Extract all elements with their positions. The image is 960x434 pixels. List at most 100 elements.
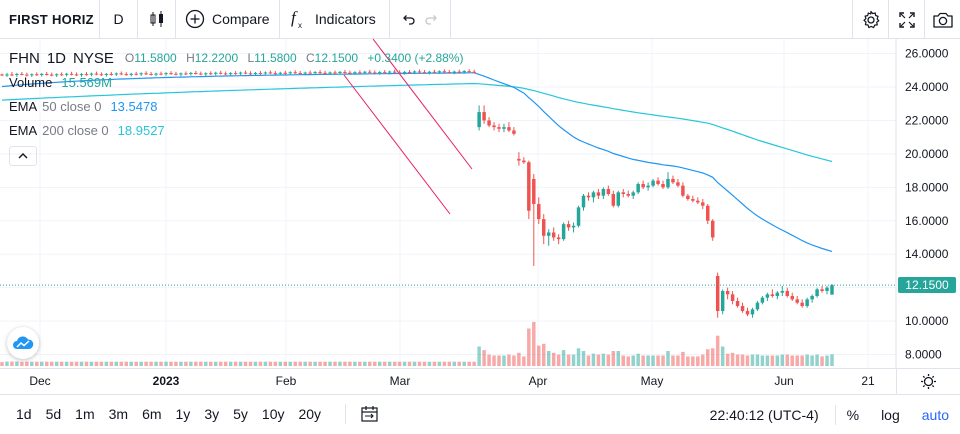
range-1y[interactable]: 1y xyxy=(175,406,191,422)
volume-bar xyxy=(159,361,163,366)
price-axis[interactable]: 26.0000 24.0000 22.0000 20.0000 18.0000 16.00… xyxy=(905,47,949,362)
volume-bar xyxy=(601,353,606,366)
candle xyxy=(775,290,780,300)
range-20y[interactable]: 20y xyxy=(298,406,322,422)
candle xyxy=(149,71,153,76)
fullscreen-button[interactable] xyxy=(888,0,924,39)
volume-bar xyxy=(611,351,616,366)
legend-collapse-button[interactable] xyxy=(9,146,37,166)
range-10y[interactable]: 10y xyxy=(261,406,285,422)
range-1d[interactable]: 1d xyxy=(16,406,32,422)
volume-bar xyxy=(79,361,84,366)
time-label-year: 2023 xyxy=(152,374,180,388)
undo-icon[interactable] xyxy=(400,11,416,27)
range-3m[interactable]: 3m xyxy=(108,406,129,422)
legend-symbol[interactable]: FHN xyxy=(9,49,40,67)
chart-legend: FHN 1D NYSE O11.5800 H12.2200 L11.5800 C… xyxy=(9,46,469,166)
legend-ema200-row[interactable]: EMA 200 close 0 18.9527 xyxy=(9,118,469,142)
volume-bar xyxy=(89,361,94,366)
volume-bar xyxy=(0,362,4,366)
volume-bar xyxy=(532,322,536,366)
candle xyxy=(512,127,516,136)
candle xyxy=(303,71,307,76)
volume-label: Volume xyxy=(9,74,53,90)
candle xyxy=(179,72,183,77)
candle xyxy=(298,70,302,75)
volume-bar xyxy=(681,351,685,366)
candle xyxy=(815,287,819,298)
clock-timezone[interactable]: 22:40:12 (UTC-4) xyxy=(709,406,819,423)
legend-main-row: FHN 1D NYSE O11.5800 H12.2200 L11.5800 C… xyxy=(9,46,469,70)
range-5y[interactable]: 5y xyxy=(233,406,248,422)
volume-bar xyxy=(457,361,461,366)
candle xyxy=(10,71,14,77)
volume-bar xyxy=(487,354,491,366)
axis-settings-icon[interactable] xyxy=(920,373,937,390)
chart-type-button[interactable] xyxy=(138,0,176,39)
candle xyxy=(15,72,19,77)
candle xyxy=(258,70,263,75)
range-5d[interactable]: 5d xyxy=(45,406,62,422)
percent-scale-toggle[interactable]: % xyxy=(846,406,860,423)
legend-volume-row[interactable]: Volume 15.569M xyxy=(9,70,469,94)
volume-bar xyxy=(512,355,516,366)
volume-bar xyxy=(745,355,750,366)
legend-ema50-row[interactable]: EMA 50 close 0 13.5478 xyxy=(9,94,469,118)
volume-bar xyxy=(750,354,755,366)
range-6m[interactable]: 6m xyxy=(142,406,162,422)
candle xyxy=(745,307,750,317)
volume-bar xyxy=(621,355,625,366)
volume-bar xyxy=(701,354,705,366)
trend-channel[interactable] xyxy=(343,39,473,215)
compare-button[interactable]: Compare xyxy=(176,0,280,39)
snapshot-button[interactable] xyxy=(924,0,960,39)
volume-bar xyxy=(546,351,551,366)
interval-button[interactable]: D xyxy=(100,0,138,39)
candle xyxy=(710,219,715,241)
trendline-upper[interactable] xyxy=(372,39,473,170)
grid xyxy=(0,39,896,368)
legend-ohlc: O11.5800 H12.2200 L11.5800 C12.1500 +0.3… xyxy=(125,51,470,65)
go-to-date-icon[interactable] xyxy=(360,405,380,423)
candle xyxy=(631,190,635,200)
candle xyxy=(541,214,546,245)
volume-bar xyxy=(412,361,417,366)
candle xyxy=(546,229,551,246)
candle xyxy=(124,72,128,76)
indicators-button[interactable]: f x Indicators xyxy=(280,0,390,39)
volume-bar xyxy=(268,361,273,366)
candle xyxy=(626,190,630,198)
time-label: Apr xyxy=(528,374,548,388)
redo-icon[interactable] xyxy=(424,11,440,27)
volume-bar xyxy=(263,361,268,366)
volume-bar xyxy=(238,361,243,366)
tradingview-logo-button[interactable] xyxy=(7,327,39,359)
gear-icon xyxy=(862,10,879,28)
time-axis[interactable]: Dec 2023 Feb Mar Apr May Jun 21 xyxy=(0,368,960,394)
range-1m[interactable]: 1m xyxy=(75,406,95,422)
range-3y[interactable]: 3y xyxy=(204,406,220,422)
settings-button[interactable] xyxy=(852,0,888,39)
log-scale-toggle[interactable]: log xyxy=(881,406,900,423)
volume-bar xyxy=(308,361,312,366)
top-toolbar: FIRST HORIZ D Compare f x Indicators xyxy=(0,0,960,39)
candle xyxy=(40,72,44,77)
candle xyxy=(830,283,834,295)
volume-bar xyxy=(338,361,342,366)
candle xyxy=(706,204,710,225)
volume-bar xyxy=(730,352,735,366)
bottom-toolbar: 1d 5d 1m 3m 6m 1y 3y 5y 10y 20y 22:40:12… xyxy=(0,394,960,433)
symbol-search-button[interactable]: FIRST HORIZ xyxy=(0,0,100,39)
volume-bar xyxy=(661,355,665,366)
trendline-lower[interactable] xyxy=(343,74,451,215)
price-chart[interactable]: 26.0000 24.0000 22.0000 20.0000 18.0000 16.00… xyxy=(0,39,960,368)
volume-bar xyxy=(119,361,124,366)
volume-bar xyxy=(402,361,407,366)
volume-bar xyxy=(502,355,506,366)
volume-bar xyxy=(303,361,307,366)
auto-scale-toggle[interactable]: auto xyxy=(921,406,949,423)
volume-bar xyxy=(537,345,541,366)
candle xyxy=(199,71,203,76)
volume-bar xyxy=(507,354,511,366)
undo-redo-group xyxy=(390,0,451,39)
